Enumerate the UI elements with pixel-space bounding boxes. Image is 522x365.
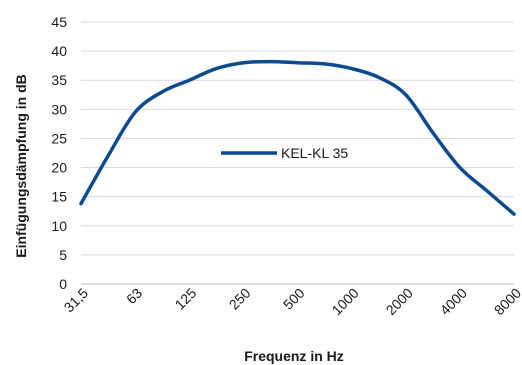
- x-tick-label: 63: [123, 285, 145, 307]
- y-axis-ticks: 0 5 10 15 20 25 30 35 40 45: [51, 14, 67, 292]
- x-tick-label: 8000: [491, 285, 522, 318]
- x-tick-label: 125: [172, 285, 200, 313]
- x-axis-title: Frequenz in Hz: [244, 348, 344, 364]
- x-tick-label: 250: [226, 285, 254, 313]
- y-tick-label: 10: [51, 218, 67, 234]
- x-tick-label: 4000: [437, 285, 470, 318]
- x-axis-ticks: 31,5 63 125 250 500 1000 2000 4000 8000: [61, 285, 522, 318]
- x-tick-label: 1000: [328, 285, 361, 318]
- y-tick-label: 15: [51, 189, 67, 205]
- x-tick-label: 2000: [383, 285, 416, 318]
- y-tick-label: 35: [51, 72, 67, 88]
- y-axis-title: Einfügungsdämpfung in dB: [13, 74, 29, 258]
- y-tick-label: 45: [51, 14, 67, 30]
- series-line: [79, 59, 516, 216]
- x-tick-label: 500: [280, 285, 308, 313]
- y-tick-label: 5: [59, 247, 67, 263]
- gridlines: [81, 21, 514, 256]
- legend: KEL-KL 35: [221, 145, 348, 161]
- y-tick-label: 40: [51, 43, 67, 59]
- y-tick-label: 30: [51, 101, 67, 117]
- y-tick-label: 0: [59, 276, 67, 292]
- legend-label: KEL-KL 35: [281, 145, 348, 161]
- series-lines: [79, 59, 516, 216]
- y-tick-label: 25: [51, 130, 67, 146]
- y-tick-label: 20: [51, 160, 67, 176]
